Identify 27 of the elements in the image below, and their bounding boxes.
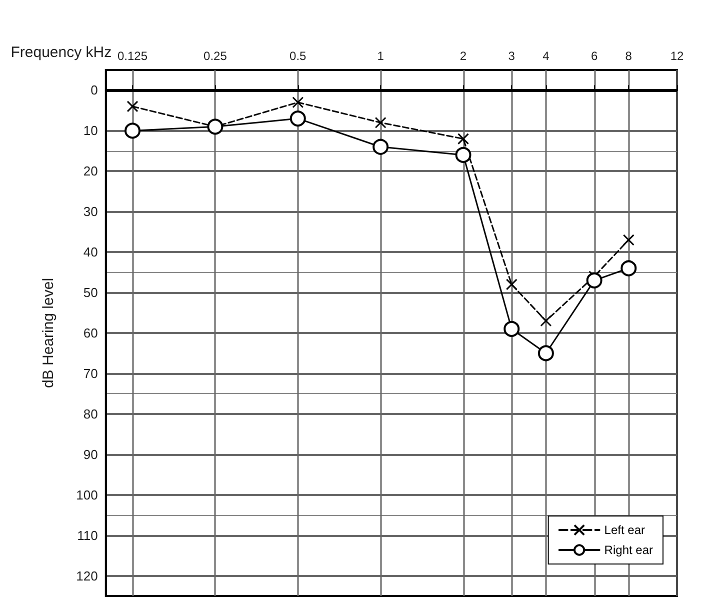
x-tick-label: 2: [460, 49, 467, 63]
y-tick-label: 50: [83, 285, 98, 300]
x-tick-label: 8: [625, 49, 632, 63]
y-tick-label: 90: [83, 446, 98, 462]
x-axis-title: Frequency kHz: [10, 44, 112, 62]
y-tick-label: 20: [83, 164, 98, 179]
x-tick-label: 0.25: [204, 49, 228, 63]
y-tick-label: 100: [76, 487, 98, 502]
y-tick-label: 120: [76, 568, 98, 584]
y-tick-label: 10: [83, 123, 98, 138]
y-tick-label: 0: [90, 82, 98, 98]
x-tick-label: 3: [508, 49, 516, 63]
x-tick-label: 1: [377, 49, 384, 63]
y-axis-title: dB Hearing level: [40, 278, 57, 388]
y-tick-label: 80: [83, 406, 98, 422]
y-tick-label: 110: [77, 528, 98, 543]
x-tick-label: 6: [590, 49, 598, 63]
y-tick-label: 30: [83, 204, 98, 220]
x-tick-label: 12: [670, 49, 684, 63]
legend-label: Right ear: [604, 543, 654, 557]
x-tick-label: 0.5: [290, 49, 307, 63]
y-tick-label: 40: [83, 244, 98, 260]
x-tick-label: 4: [542, 49, 550, 63]
y-tick-label: 60: [83, 326, 98, 340]
y-tick-label: 70: [83, 366, 98, 381]
x-tick-label: 0.125: [117, 49, 148, 63]
legend-label: Left ear: [604, 523, 646, 537]
